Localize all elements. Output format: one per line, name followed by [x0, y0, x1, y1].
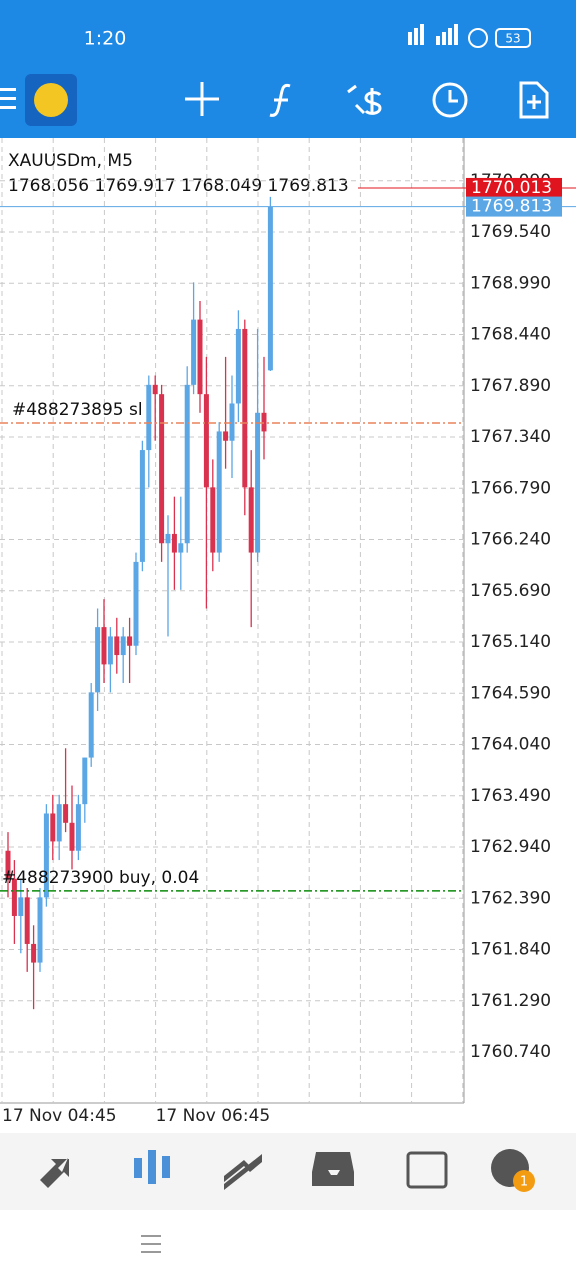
bottom-nav: [0, 1133, 576, 1210]
candle-body: [133, 561, 139, 646]
y-tick-label: 1760.740: [470, 1042, 551, 1062]
chat-badge: [513, 1170, 535, 1192]
y-tick-label: 1764.040: [470, 735, 551, 755]
logo-mark: [34, 83, 68, 117]
candle-body: [242, 328, 248, 488]
y-tick-label: 1767.340: [470, 427, 551, 447]
candle-body: [50, 813, 56, 842]
candle-body: [31, 943, 37, 963]
y-tick-label: 1768.990: [470, 273, 551, 293]
ask-label: 1770.013: [471, 178, 552, 198]
y-tick-label: 1769.540: [470, 222, 551, 242]
candle-body: [75, 804, 81, 851]
candle-body: [159, 394, 165, 544]
y-tick-label: 1761.290: [470, 991, 551, 1011]
candle-body: [210, 487, 216, 553]
candle-body: [139, 450, 145, 562]
candle-body: [261, 412, 267, 432]
y-tick-label: 1766.240: [470, 530, 551, 550]
candle-body: [152, 384, 158, 395]
candle-body: [43, 813, 49, 898]
candle-body: [267, 206, 273, 371]
candle-body: [24, 897, 30, 944]
y-tick-label: 1762.940: [470, 837, 551, 857]
candle-body: [56, 804, 62, 842]
chat-badge-count: 1: [520, 1175, 528, 1190]
order-label: #488273895 sl: [12, 400, 143, 420]
status-time: 1:20: [84, 28, 127, 50]
candle-body: [255, 412, 261, 553]
y-tick-label: 1763.490: [470, 786, 551, 806]
y-tick-label: 1761.840: [470, 940, 551, 960]
candle-body: [5, 850, 11, 879]
x-tick-label: 17 Nov 06:45: [156, 1106, 271, 1126]
candle-body: [223, 431, 229, 441]
status-icons: [408, 24, 531, 48]
candle-body: [114, 636, 120, 656]
battery: 53: [505, 32, 520, 46]
y-tick-label: 1765.140: [470, 632, 551, 652]
y-tick-label: 1764.590: [470, 683, 551, 703]
candle-body: [171, 533, 177, 553]
price-scale: [464, 138, 576, 1103]
toolbar-icons[interactable]: [185, 81, 549, 119]
candle-body: [88, 692, 94, 758]
y-tick-label: 1767.890: [470, 376, 551, 396]
candle-body: [101, 627, 107, 665]
candle-body: [69, 822, 75, 851]
ohlc: 1768.056 1769.917 1768.049 1769.813: [8, 176, 349, 196]
system-nav[interactable]: [141, 1235, 161, 1253]
candle-body: [127, 636, 133, 646]
candle-body: [95, 627, 101, 693]
candle-body: [178, 543, 184, 553]
x-tick-label: 17 Nov 04:45: [2, 1106, 117, 1126]
candle-body: [235, 328, 241, 404]
y-tick-label: 1762.390: [470, 888, 551, 908]
candle-body: [11, 878, 17, 916]
bid-label: 1769.813: [471, 197, 552, 217]
bid-box: [466, 196, 562, 217]
candle-body: [197, 319, 203, 395]
candle-body: [120, 636, 126, 656]
y-tick-label: 1768.440: [470, 325, 551, 345]
candle-body: [37, 897, 43, 963]
symbol: XAUUSDm, M5: [8, 151, 133, 171]
candle-body: [203, 394, 209, 488]
y-tick-label: 1766.790: [470, 478, 551, 498]
candle-body: [216, 431, 222, 553]
top-bar: [0, 0, 576, 138]
candle-body: [248, 487, 254, 553]
candle-body: [18, 897, 24, 916]
candle-body: [63, 804, 69, 823]
nav-icons[interactable]: [40, 1149, 529, 1190]
candle-body: [184, 384, 190, 544]
candle-body: [146, 384, 152, 451]
candle-body: [191, 319, 197, 385]
candle-body: [165, 533, 171, 544]
candle-body: [82, 757, 88, 805]
ask-box: [466, 177, 562, 198]
order-label: #488273900 buy, 0.04: [2, 868, 199, 888]
candle-body: [229, 403, 235, 441]
menu-icon[interactable]: [0, 88, 16, 109]
y-tick-label: 1765.690: [470, 581, 551, 601]
candle-body: [107, 636, 113, 665]
